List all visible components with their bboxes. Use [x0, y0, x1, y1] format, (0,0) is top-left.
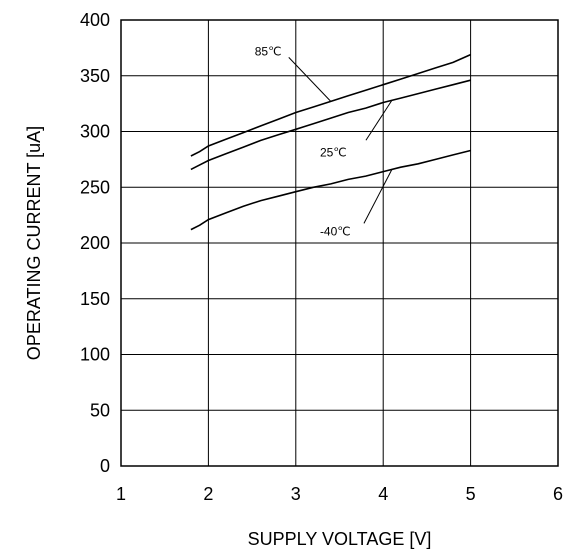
series-line [190, 53, 471, 157]
y-tick-label: 400 [80, 10, 110, 30]
y-tick-label: 200 [80, 233, 110, 253]
y-tick-label: 50 [90, 400, 110, 420]
x-tick-label: 5 [466, 484, 476, 504]
y-tick-label: 150 [80, 289, 110, 309]
annotation-leader-line [363, 169, 393, 224]
series-annotation-label: -40℃ [320, 224, 351, 238]
series-annotations: 85℃ 25℃ -40℃ [255, 44, 393, 238]
x-axis-title: SUPPLY VOLTAGE [V] [248, 529, 432, 549]
series-annotation-label: 85℃ [255, 44, 282, 58]
series-line [190, 79, 471, 171]
x-tick-labels: 1 2 3 4 5 6 [116, 484, 563, 504]
series-annotation-label: 25℃ [320, 145, 347, 159]
y-tick-label: 0 [100, 456, 110, 476]
y-tick-label: 350 [80, 66, 110, 86]
series-line [190, 149, 471, 231]
x-tick-label: 4 [378, 484, 388, 504]
grid [121, 20, 558, 466]
x-tick-label: 6 [553, 484, 563, 504]
y-axis-title: OPERATING CURRENT [uA] [24, 126, 44, 360]
y-tick-label: 100 [80, 345, 110, 365]
annotation-leader-line [365, 100, 393, 141]
plot-frame [120, 19, 559, 467]
series-lines [190, 53, 471, 231]
y-tick-label: 300 [80, 122, 110, 142]
x-tick-label: 2 [203, 484, 213, 504]
annotation-leader-line [288, 57, 332, 102]
y-tick-label: 250 [80, 177, 110, 197]
x-tick-label: 3 [291, 484, 301, 504]
x-tick-label: 1 [116, 484, 126, 504]
y-tick-labels: 0 50 100 150 200 250 300 350 400 [80, 10, 110, 476]
